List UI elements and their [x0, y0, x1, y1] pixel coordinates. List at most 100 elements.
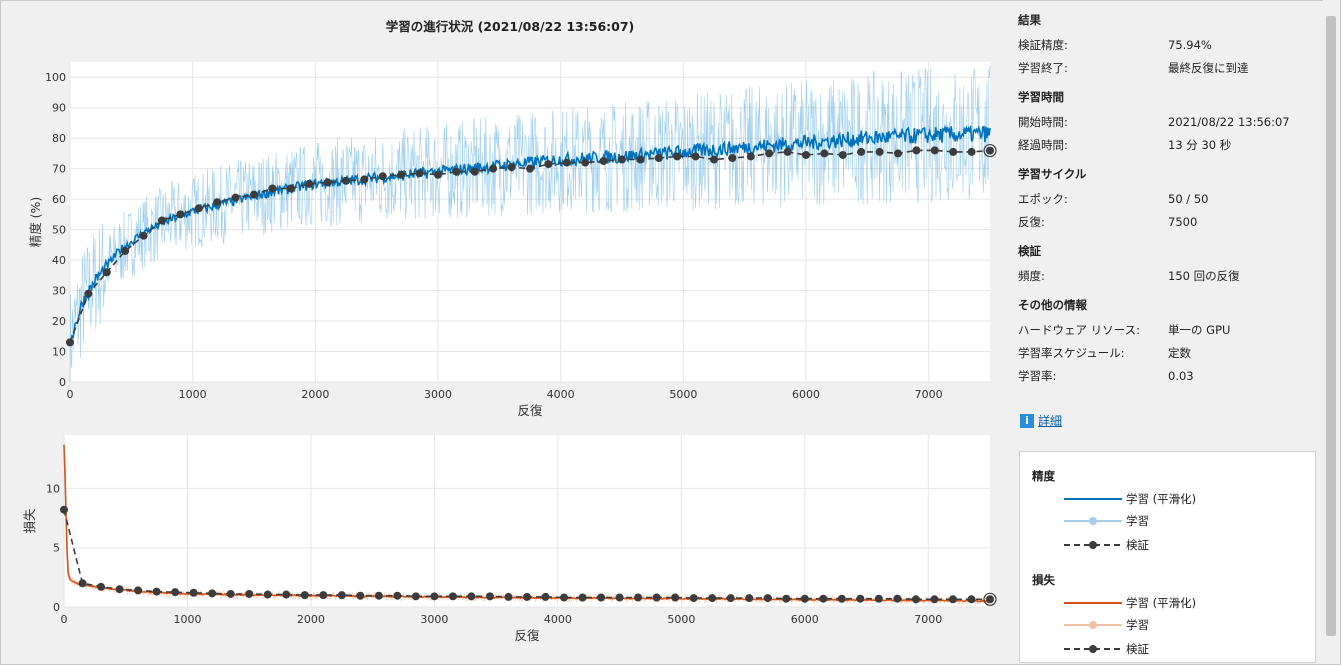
validation-point	[323, 178, 332, 187]
raw-training-series	[69, 66, 991, 383]
info-row: 学習終了: 最終反復に到達	[1018, 60, 1249, 75]
smoothed-training-line	[69, 124, 991, 346]
validation-point	[652, 593, 661, 602]
validation-point	[597, 593, 606, 602]
validation-point	[800, 594, 809, 603]
validation-point	[268, 184, 277, 193]
y-tick-label: 100	[45, 71, 66, 84]
legend-item-acc-raw: 学習	[1064, 512, 1304, 530]
validation-point	[893, 594, 902, 603]
validation-point	[708, 594, 717, 603]
validation-point	[194, 204, 203, 213]
legend-item-acc-smoothed: 学習 (平滑化)	[1064, 490, 1304, 508]
validation-point	[894, 149, 902, 158]
legend-panel: 精度 学習 (平滑化) 学習 検証 損失 学習 (平滑化) 学習 検証	[1019, 451, 1316, 663]
validation-point	[78, 579, 87, 588]
validation-point	[560, 593, 569, 602]
validation-point	[710, 155, 718, 164]
y-tick-label: 5	[53, 542, 60, 555]
validation-point	[671, 593, 680, 602]
x-tick-label: 5000	[669, 388, 697, 401]
validation-point	[452, 167, 461, 176]
validation-point	[634, 593, 643, 602]
legend-item-loss-raw: 学習	[1064, 616, 1304, 634]
info-row: 頻度: 150 回の反復	[1018, 268, 1240, 283]
validation-point	[485, 592, 494, 601]
validation-point	[319, 591, 328, 600]
y-tick-label: 0	[53, 601, 60, 614]
y-tick-label: 60	[52, 193, 66, 206]
final-marker	[983, 592, 997, 606]
chart-title: 学習の進行状況 (2021/08/22 13:56:07)	[385, 19, 635, 34]
x-tick-label: 1000	[179, 388, 207, 401]
x-tick-label: 0	[61, 613, 68, 626]
validation-point	[544, 160, 553, 169]
x-tick-label: 5000	[667, 613, 695, 626]
validation-point	[467, 592, 476, 601]
validation-point	[448, 592, 457, 601]
x-tick-label: 6000	[792, 388, 820, 401]
y-tick-label: 90	[52, 102, 66, 115]
validation-point	[139, 231, 148, 240]
x-tick-label: 4000	[544, 613, 572, 626]
validation-point	[820, 149, 829, 158]
info-row: 学習率スケジュール: 定数	[1018, 345, 1191, 360]
validation-point	[282, 590, 291, 599]
validation-point	[654, 154, 663, 162]
validation-point	[158, 216, 166, 225]
info-row: エポック: 50 / 50	[1018, 191, 1209, 206]
validation-point	[360, 175, 369, 184]
validation-point	[305, 179, 314, 188]
validation-point	[986, 595, 994, 604]
x-tick-label: 3000	[420, 613, 448, 626]
validation-point	[152, 587, 161, 596]
validation-point	[691, 152, 700, 161]
validation-point	[949, 147, 958, 156]
x-axis-label: 反復	[517, 403, 543, 418]
legend-dashed-icon	[1064, 645, 1122, 653]
validation-point	[986, 146, 994, 155]
x-tick-label: 6000	[791, 613, 819, 626]
legend-line-icon	[1064, 602, 1122, 604]
x-axis-label: 反復	[514, 628, 540, 643]
validation-point	[470, 167, 479, 176]
validation-point	[397, 170, 406, 179]
scrollbar-thumb[interactable]	[1326, 16, 1336, 636]
validation-point	[745, 594, 754, 603]
validation-point	[618, 155, 626, 164]
validation-point	[434, 170, 442, 179]
validation-point	[504, 592, 513, 601]
validation-point	[562, 158, 571, 167]
details-link-label[interactable]: 詳細	[1038, 414, 1063, 428]
y-tick-label: 30	[52, 285, 66, 298]
validation-point	[208, 589, 217, 598]
validation-point	[837, 594, 846, 603]
validation-point	[912, 146, 921, 155]
details-link[interactable]: i 詳細	[1020, 412, 1062, 429]
validation-point	[115, 585, 124, 594]
validation-point	[213, 198, 222, 207]
validation-point	[802, 150, 810, 159]
info-icon: i	[1020, 413, 1034, 428]
y-axis-label: 精度 (%)	[28, 197, 43, 248]
legend-accuracy-title: 精度	[1032, 469, 1055, 483]
y-tick-label: 0	[59, 376, 66, 389]
validation-point	[911, 595, 920, 604]
validation-point	[97, 582, 106, 591]
section-validation-title: 検証	[1018, 244, 1041, 258]
y-tick-label: 10	[52, 346, 66, 359]
validation-point	[226, 589, 235, 598]
validation-point	[393, 591, 402, 600]
legend-marker-icon	[1064, 517, 1122, 525]
validation-point	[231, 193, 240, 202]
y-tick-label: 50	[52, 224, 66, 237]
vertical-scrollbar[interactable]	[1323, 0, 1340, 663]
validation-point	[765, 149, 774, 158]
validation-point	[66, 338, 74, 347]
section-cycle-title: 学習サイクル	[1018, 167, 1087, 181]
validation-point	[838, 150, 847, 159]
validation-point	[286, 184, 295, 193]
validation-point	[857, 147, 866, 156]
legend-item-loss-validation: 検証	[1064, 640, 1304, 658]
